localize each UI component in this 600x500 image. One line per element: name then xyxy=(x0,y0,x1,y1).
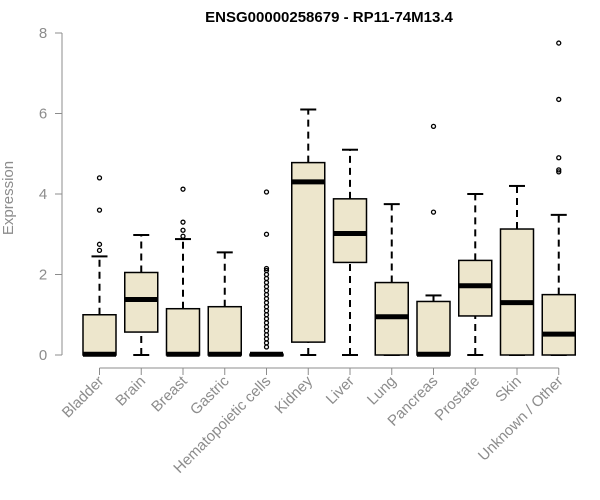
box xyxy=(82,314,117,356)
outlier-point xyxy=(556,155,562,161)
outlier-point xyxy=(263,231,270,237)
outlier-point xyxy=(96,207,103,213)
outlier-point xyxy=(180,233,186,239)
x-tick-label: Liver xyxy=(323,373,358,408)
outlier-point xyxy=(430,209,437,215)
x-tick-label: Lung xyxy=(364,373,400,409)
y-tick-label: 6 xyxy=(39,106,47,123)
outlier-point xyxy=(263,189,270,195)
x-tick-label: Brain xyxy=(112,373,149,410)
box xyxy=(124,271,159,333)
x-tick-label: Bladder xyxy=(59,373,108,422)
outlier-point xyxy=(263,267,270,274)
chart-title: ENSG00000258679 - RP11-74M13.4 xyxy=(205,9,453,26)
y-tick-label: 2 xyxy=(39,267,47,284)
outlier-point xyxy=(180,219,186,225)
outlier-point xyxy=(96,175,103,181)
y-tick-label: 0 xyxy=(39,347,47,364)
outlier-point xyxy=(556,96,562,103)
x-tick-label: Kidney xyxy=(272,372,317,417)
x-tick-label: Prostate xyxy=(432,373,484,425)
box xyxy=(291,161,326,343)
box xyxy=(416,300,451,356)
outlier-point xyxy=(180,186,186,192)
y-tick-label: 8 xyxy=(39,25,47,42)
outlier-point xyxy=(556,40,562,46)
box xyxy=(207,305,242,356)
box xyxy=(165,307,201,356)
box xyxy=(541,293,576,356)
box xyxy=(332,198,368,264)
outlier-point xyxy=(556,169,562,175)
y-tick-label: 4 xyxy=(39,186,47,203)
box xyxy=(499,228,535,356)
outlier-point xyxy=(96,241,103,247)
outlier-point xyxy=(430,123,437,130)
outlier-point xyxy=(263,265,270,272)
x-tick-label: Skin xyxy=(492,373,525,406)
outlier-point xyxy=(96,247,103,254)
y-axis-label: Expression xyxy=(0,161,17,235)
x-tick-label: Breast xyxy=(148,372,191,415)
outlier-point xyxy=(556,167,562,173)
outlier-point xyxy=(180,227,186,233)
